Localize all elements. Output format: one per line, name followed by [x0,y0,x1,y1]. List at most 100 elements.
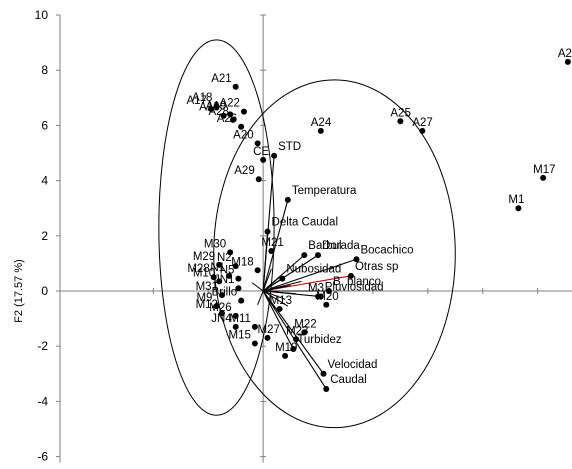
point-label: Brillo [212,287,238,299]
point-label: M23 [286,325,308,337]
point-label: A26 [217,113,237,125]
y-tick-label: 4 [41,174,48,188]
point-label: A27 [412,117,432,129]
variable-vectors [251,152,360,392]
point-label: M1 [508,194,524,206]
minor-vector-line [257,290,264,305]
data-point [268,247,275,254]
data-point [251,323,258,330]
vector-line [262,231,269,292]
group-ellipse-2 [213,79,456,429]
vector-endpoint [271,152,278,159]
point-label: M21 [261,237,283,249]
vector-label: Dorada [322,240,360,252]
data-point [220,112,227,119]
data-point [317,127,324,134]
data-point [397,118,404,125]
data-point [251,340,258,347]
vector-label: B. blanco [333,276,381,288]
data-point [216,261,223,268]
y-tick-label: 2 [41,229,48,243]
data-point [207,105,214,112]
point-label: N2 [217,252,232,264]
point-label: M27 [258,324,280,336]
point-label: M22 [294,318,316,330]
data-point [255,176,262,183]
data-point [232,263,239,270]
data-point [232,312,239,319]
data-point [210,274,217,281]
point-label: A20 [233,129,253,141]
data-point [238,123,245,130]
vector-label: Caudal [330,374,366,386]
point-label: M28 [187,263,209,275]
data-point [323,301,330,308]
point-label: M20 [316,291,338,303]
data-point [264,334,271,341]
point-label: M26 [209,302,231,314]
vector-line [262,258,357,292]
minor-vector-line [262,290,289,307]
vector-label: Nubosidad [286,264,341,276]
point-label: CE [253,146,269,158]
point-label: M12 [196,299,218,311]
vector-line [262,199,289,292]
vector-endpoint [284,196,291,203]
y-tick-label: 8 [41,63,48,77]
minor-vector-line [262,276,280,292]
data-point [227,249,234,256]
y-axis-label: F2 (17.57 %) [13,259,25,323]
minor-vector-line [263,290,297,295]
point-label: A18 [192,92,212,104]
point-label: JN4 [211,313,232,325]
data-point [282,352,289,359]
point-label: M3 [308,283,324,295]
point-label: M15 [229,329,251,341]
data-point [515,205,522,212]
data-point [419,127,426,134]
data-point [276,305,283,312]
point-label: A19 [206,100,226,112]
point-label: M19 [275,342,297,354]
vector-label: Velocidad [328,359,378,371]
point-label: A29 [234,165,254,177]
point-label: M29 [193,251,215,263]
point-label: N5 [220,265,235,277]
vector-endpoint [353,256,360,263]
point-label: A28 [208,106,228,118]
data-point [213,103,220,110]
data-points [207,58,571,359]
data-point [227,111,234,118]
point-label: N1 [210,262,225,274]
vector-endpoint [264,228,271,235]
data-point [229,116,236,123]
vector-label: Pluviosidad [325,282,384,294]
data-point [238,297,245,304]
point-label: A23 [558,48,572,60]
y-tick-label: 6 [41,118,48,132]
y-tick-label: -6 [37,450,48,464]
group-ellipse-1 [158,39,275,416]
data-point [232,83,239,90]
data-point [540,174,547,181]
data-point [235,285,242,292]
vector-line [262,290,324,375]
vector-endpoint [323,385,330,392]
vector-label: Turbidez [297,334,342,346]
minor-vector-line [251,282,264,292]
minor-vector-line [262,290,286,300]
data-point [254,140,261,147]
data-point [226,272,233,279]
y-tick-label: 10 [35,8,49,22]
point-label: M11 [229,313,251,325]
point-label: A16 [199,102,219,114]
point-label: M18 [231,256,253,268]
data-point [315,293,322,300]
axes: 10 8 6 4 2 0 -2 -4 -6 [35,8,572,464]
data-point [260,156,267,163]
point-label: M30 [204,238,226,250]
minor-vector-line [262,290,275,308]
point-label: M10 [193,267,215,279]
data-point [293,336,300,343]
